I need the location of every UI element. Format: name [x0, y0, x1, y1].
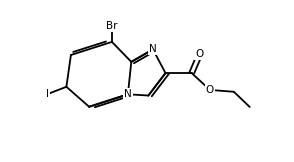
- Text: O: O: [206, 85, 214, 95]
- Text: N: N: [149, 44, 157, 54]
- Text: I: I: [46, 89, 49, 99]
- Text: O: O: [196, 49, 204, 59]
- Text: Br: Br: [106, 21, 118, 31]
- Text: N: N: [124, 89, 132, 99]
